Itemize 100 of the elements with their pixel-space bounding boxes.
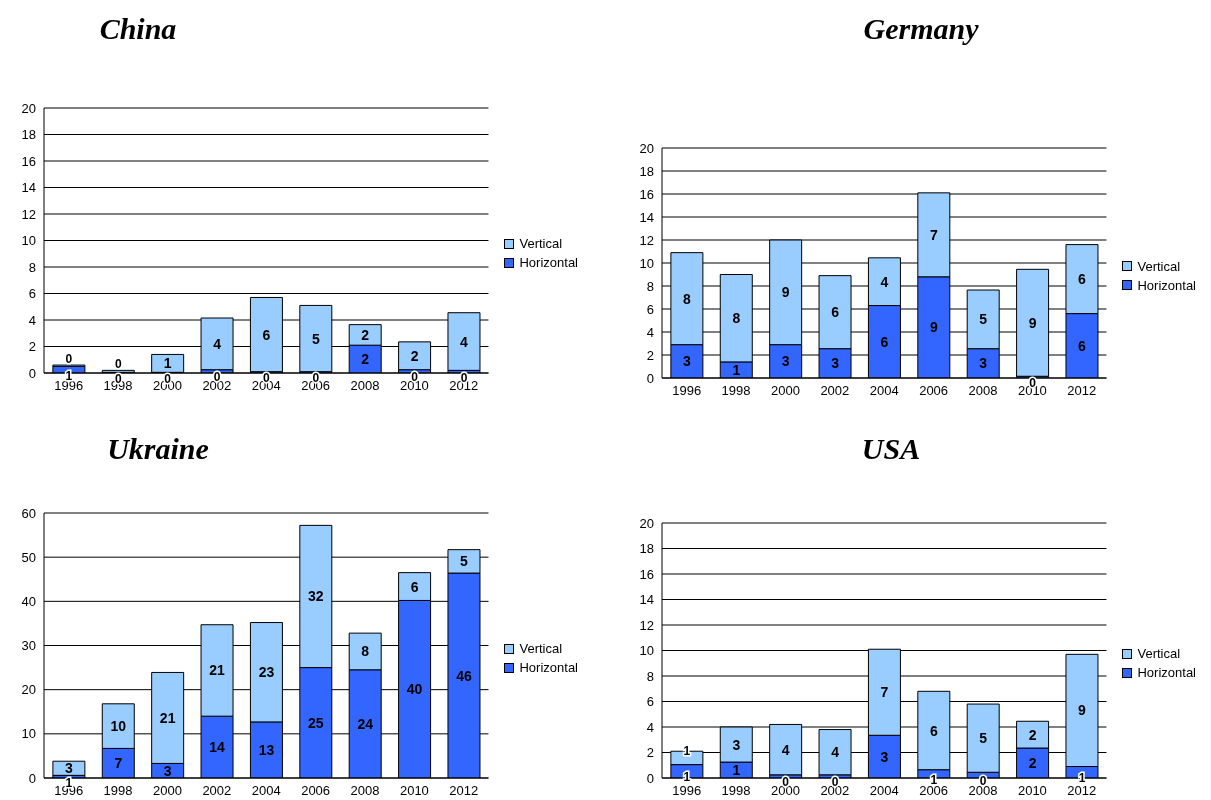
data-label: 6 <box>410 578 419 595</box>
data-label: 7 <box>929 226 938 243</box>
x-tick-label: 2010 <box>1017 783 1047 799</box>
data-label: 0 <box>114 357 122 372</box>
x-tick-label: 2012 <box>449 783 479 799</box>
data-label: 3 <box>64 760 73 777</box>
y-tick-label: 20 <box>639 140 654 156</box>
y-tick-label: 14 <box>639 592 654 608</box>
y-tick-label: 10 <box>21 233 36 249</box>
y-tick-label: 6 <box>646 694 654 710</box>
legend-label: Horizontal <box>519 660 578 675</box>
chart-title: China <box>98 12 178 46</box>
y-tick-label: 2 <box>646 745 654 761</box>
data-label: 0 <box>65 351 73 366</box>
x-tick-label: 2006 <box>301 783 331 799</box>
chart-title: Germany <box>862 12 980 46</box>
y-tick-label: 8 <box>646 278 654 294</box>
y-tick-label: 0 <box>28 770 36 786</box>
y-tick-label: 0 <box>646 770 654 786</box>
data-label: 24 <box>357 715 374 732</box>
x-tick-label: 2002 <box>202 783 232 799</box>
legend-label: Horizontal <box>519 255 578 270</box>
data-label: 3 <box>732 736 741 753</box>
data-label: 2 <box>361 351 370 368</box>
data-label: 5 <box>979 730 988 747</box>
data-label: 5 <box>979 311 988 328</box>
legend-label: Horizontal <box>1137 277 1196 293</box>
data-label: 3 <box>979 355 988 372</box>
data-label: 3 <box>682 353 691 370</box>
x-tick-label: 2002 <box>820 383 850 399</box>
y-tick-label: 4 <box>646 324 654 340</box>
data-label: 46 <box>456 667 472 684</box>
data-label: 9 <box>1078 702 1087 719</box>
legend-label: Horizontal <box>1137 665 1196 680</box>
data-label: 4 <box>831 744 840 761</box>
x-tick-label: 2006 <box>919 783 949 799</box>
y-tick-label: 10 <box>639 255 654 271</box>
data-label: 10 <box>110 718 127 735</box>
data-label: 40 <box>406 681 423 698</box>
data-label: 6 <box>1078 337 1087 354</box>
data-label: 3 <box>781 353 790 370</box>
data-label: 9 <box>929 319 938 336</box>
data-label: 1 <box>163 355 172 372</box>
legend-label: Vertical <box>1137 258 1181 274</box>
y-tick-label: 10 <box>21 726 36 742</box>
y-tick-label: 8 <box>646 668 654 684</box>
legend-label: Vertical <box>1137 646 1181 661</box>
data-label: 1 <box>1078 771 1086 786</box>
x-tick-label: 2008 <box>350 783 380 799</box>
y-tick-label: 12 <box>639 232 654 248</box>
x-tick-label: 1996 <box>672 783 702 799</box>
data-label: 21 <box>209 662 226 679</box>
y-tick-label: 30 <box>21 638 36 654</box>
y-tick-label: 18 <box>639 541 654 557</box>
data-label: 1 <box>732 762 741 779</box>
x-tick-label: 2004 <box>869 383 899 399</box>
data-label: 8 <box>732 310 741 327</box>
x-tick-label: 1996 <box>672 383 702 399</box>
data-label: 2 <box>410 347 419 364</box>
data-label: 8 <box>682 290 691 307</box>
data-label: 3 <box>880 748 889 765</box>
y-tick-label: 20 <box>21 100 36 116</box>
data-label: 32 <box>308 588 324 605</box>
chart-title: Ukraine <box>106 432 210 466</box>
y-tick-label: 6 <box>646 301 654 317</box>
y-tick-label: 50 <box>21 549 36 565</box>
data-label: 2 <box>1028 726 1037 743</box>
y-tick-label: 8 <box>28 259 36 275</box>
x-tick-label: 2000 <box>153 783 182 799</box>
y-tick-label: 6 <box>28 286 36 302</box>
data-label: 4 <box>460 333 469 350</box>
y-tick-label: 20 <box>21 682 36 698</box>
y-tick-label: 20 <box>639 515 654 531</box>
x-tick-label: 2004 <box>869 783 899 799</box>
y-tick-label: 0 <box>646 370 654 386</box>
data-label: 1 <box>683 770 691 785</box>
y-tick-label: 60 <box>21 505 36 521</box>
x-tick-label: 2006 <box>919 383 949 399</box>
y-tick-label: 4 <box>28 312 36 328</box>
data-label: 3 <box>163 762 172 779</box>
x-tick-label: 1998 <box>103 783 133 799</box>
x-tick-label: 2010 <box>399 783 429 799</box>
data-label: 6 <box>262 326 271 343</box>
data-label: 4 <box>781 741 790 758</box>
chart-title: USA <box>860 432 922 466</box>
x-tick-label: 2012 <box>1067 783 1097 799</box>
x-tick-label: 2004 <box>251 783 281 799</box>
y-tick-label: 16 <box>639 566 654 582</box>
x-tick-label: 2012 <box>1067 383 1097 399</box>
data-label: 7 <box>114 755 123 772</box>
legend-label: Vertical <box>519 641 563 656</box>
y-tick-label: 18 <box>639 163 654 179</box>
data-label: 21 <box>159 709 176 726</box>
y-tick-label: 16 <box>21 153 36 169</box>
x-tick-label: 2000 <box>771 383 800 399</box>
data-label: 6 <box>1078 271 1087 288</box>
y-tick-label: 14 <box>21 180 36 196</box>
data-label: 7 <box>880 684 889 701</box>
data-label: 4 <box>880 273 889 290</box>
data-label: 13 <box>258 741 275 758</box>
